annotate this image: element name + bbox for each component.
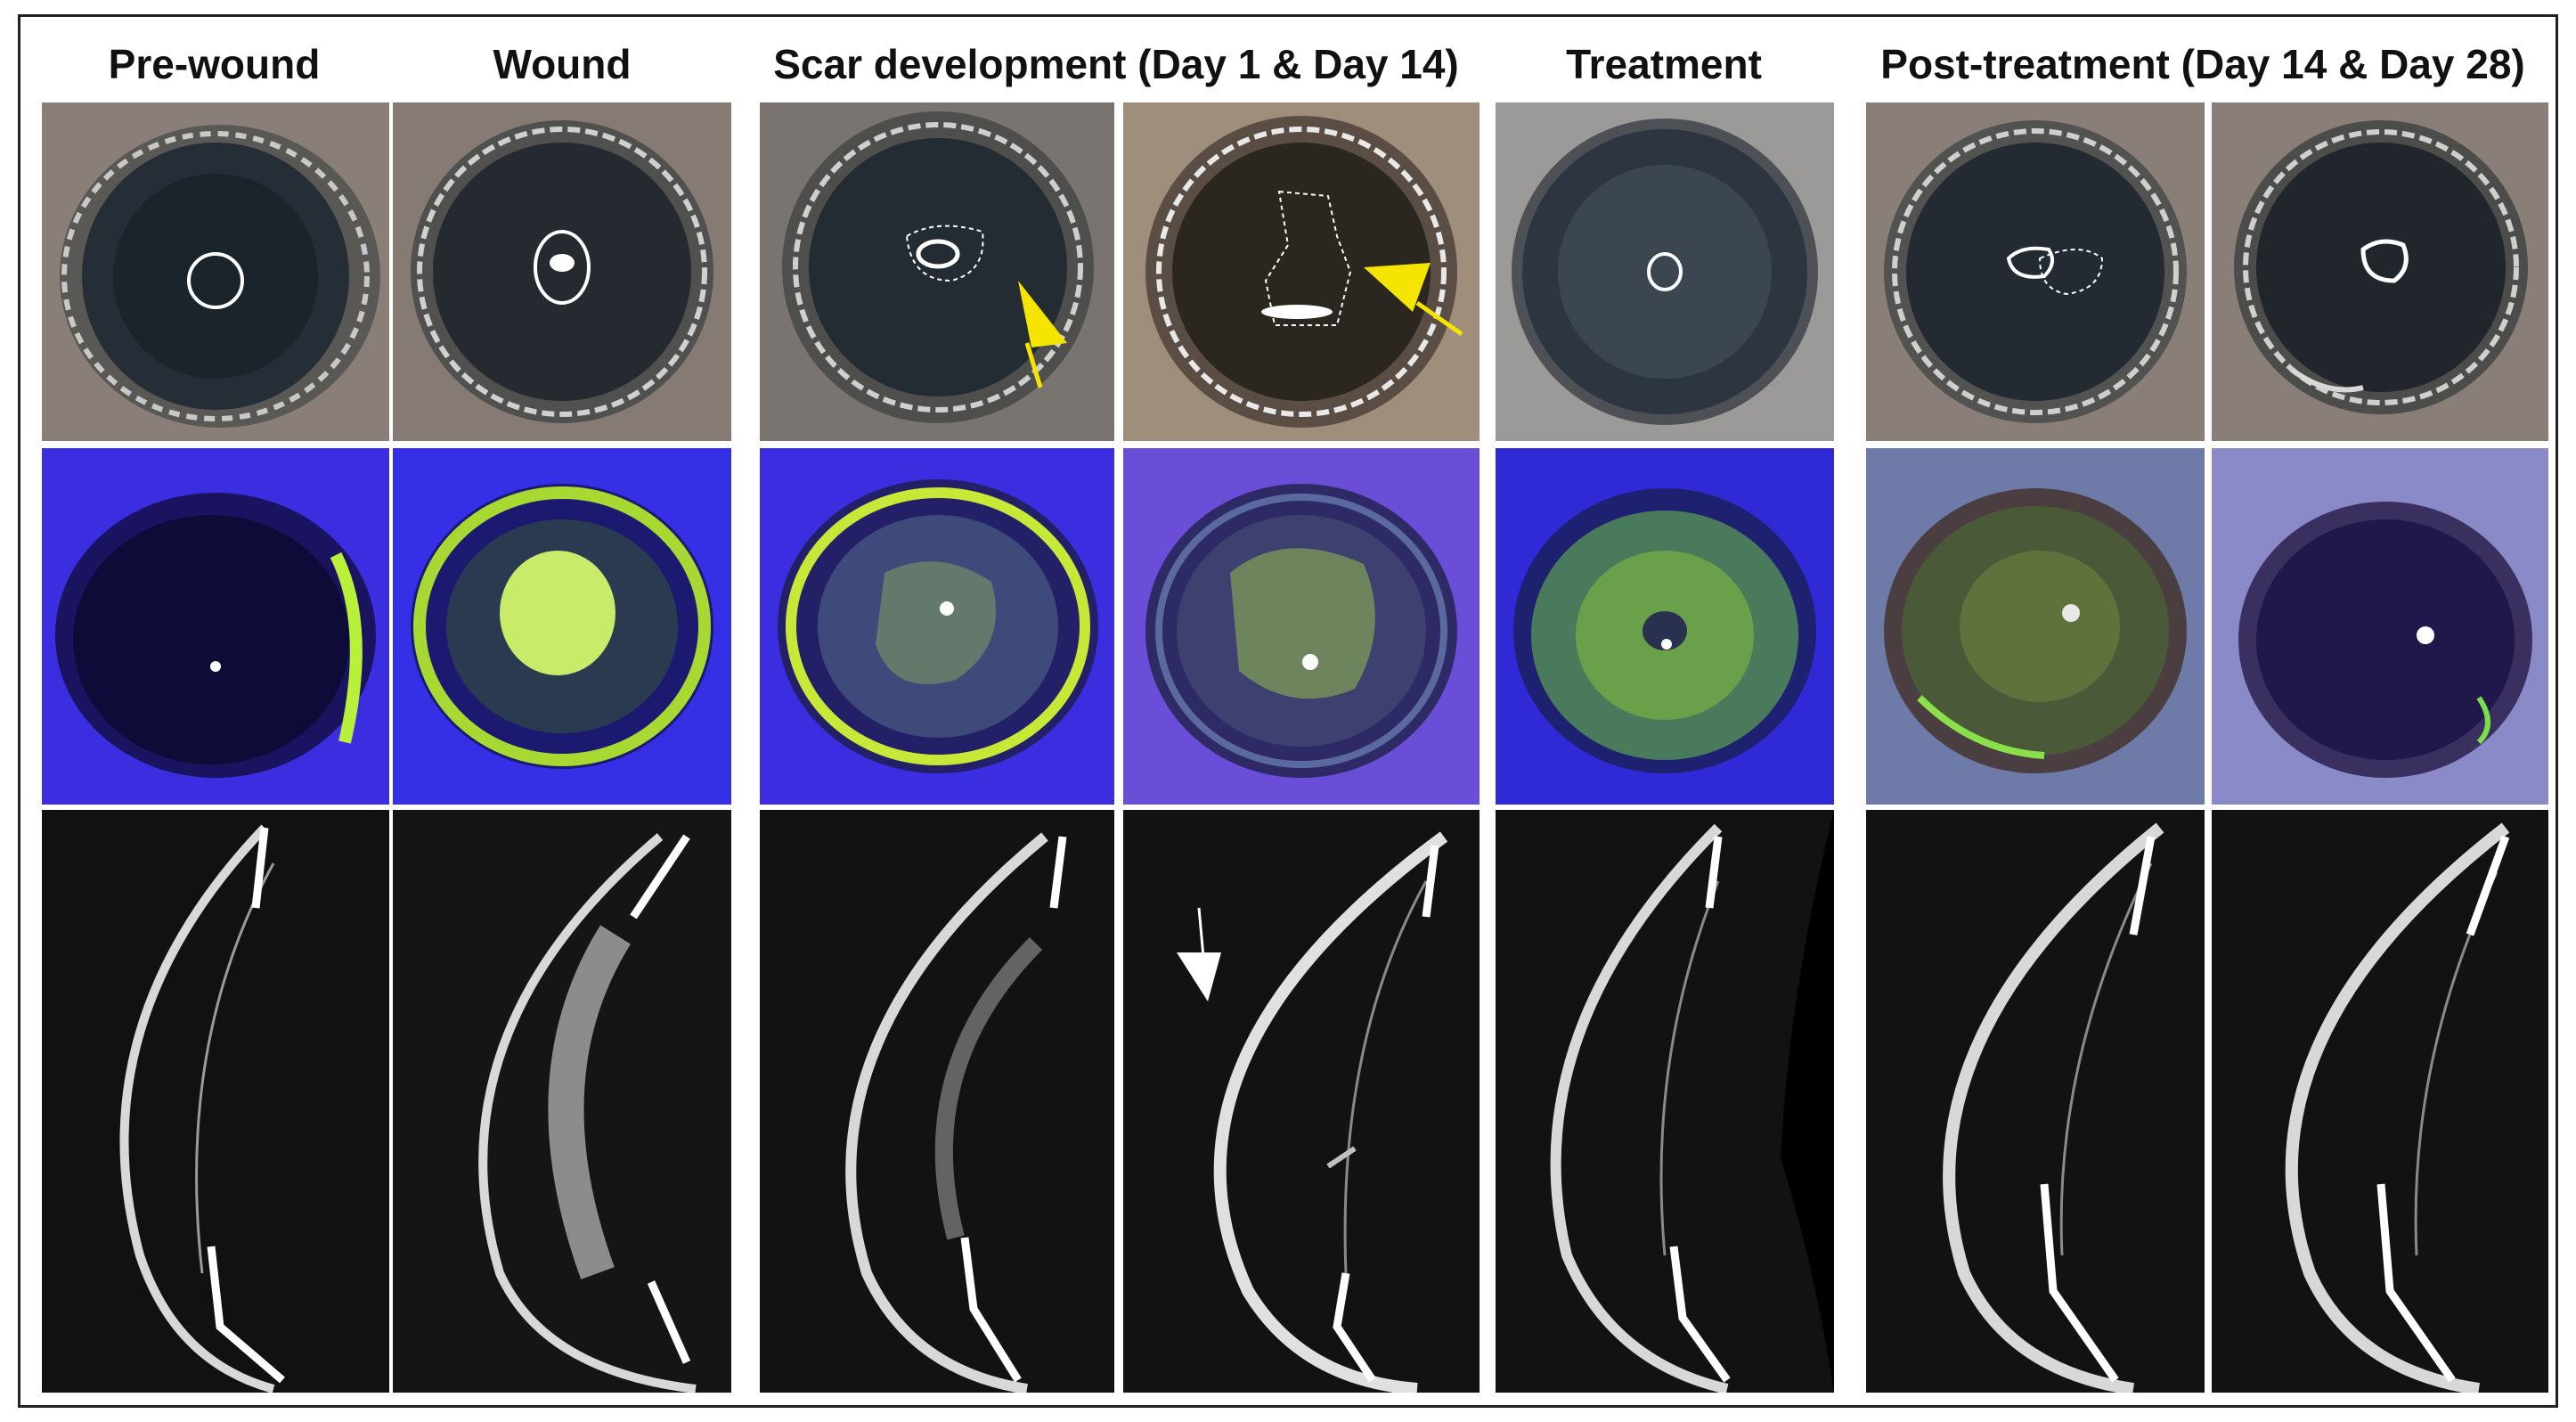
oct-pre-wound: [42, 810, 389, 1393]
white-arrow-icon: [1177, 952, 1221, 1001]
fluorescein-post-day14: [1866, 448, 2205, 805]
oct-scar-day14: [1123, 810, 1480, 1393]
oct-treatment: [1496, 810, 1834, 1393]
fluorescein-wound: [393, 448, 731, 805]
slitlamp-scar-day14: [1123, 102, 1480, 441]
slitlamp-wound: [393, 102, 731, 441]
header-wound: Wound: [493, 41, 632, 87]
fluorescein-post-day28: [2212, 448, 2548, 805]
slitlamp-post-day14: [1866, 102, 2205, 441]
oct-scar-day1: [760, 810, 1114, 1393]
oct-wound: [393, 810, 731, 1393]
fluorescein-scar-day1: [760, 448, 1114, 805]
oct-post-day14: [1866, 810, 2205, 1393]
figure: Pre-wound Wound Scar development (Day 1 …: [18, 14, 2558, 1408]
header-scar-development: Scar development (Day 1 & Day 14): [773, 41, 1459, 87]
header-post-treatment: Post-treatment (Day 14 & Day 28): [1880, 41, 2525, 87]
oct-post-day28: [2212, 810, 2548, 1393]
header-treatment: Treatment: [1566, 41, 1762, 87]
yellow-arrow-icon: [1364, 263, 1431, 312]
fluorescein-scar-day14: [1123, 448, 1480, 805]
slitlamp-treatment: [1496, 102, 1834, 441]
slitlamp-post-day28: [2212, 102, 2548, 441]
fluorescein-pre-wound: [42, 448, 389, 805]
slitlamp-pre-wound: [42, 102, 389, 441]
header-pre-wound: Pre-wound: [108, 41, 321, 87]
slitlamp-scar-day1: [760, 102, 1114, 441]
yellow-arrow-icon: [1018, 281, 1067, 347]
fluorescein-treatment: [1496, 448, 1834, 805]
